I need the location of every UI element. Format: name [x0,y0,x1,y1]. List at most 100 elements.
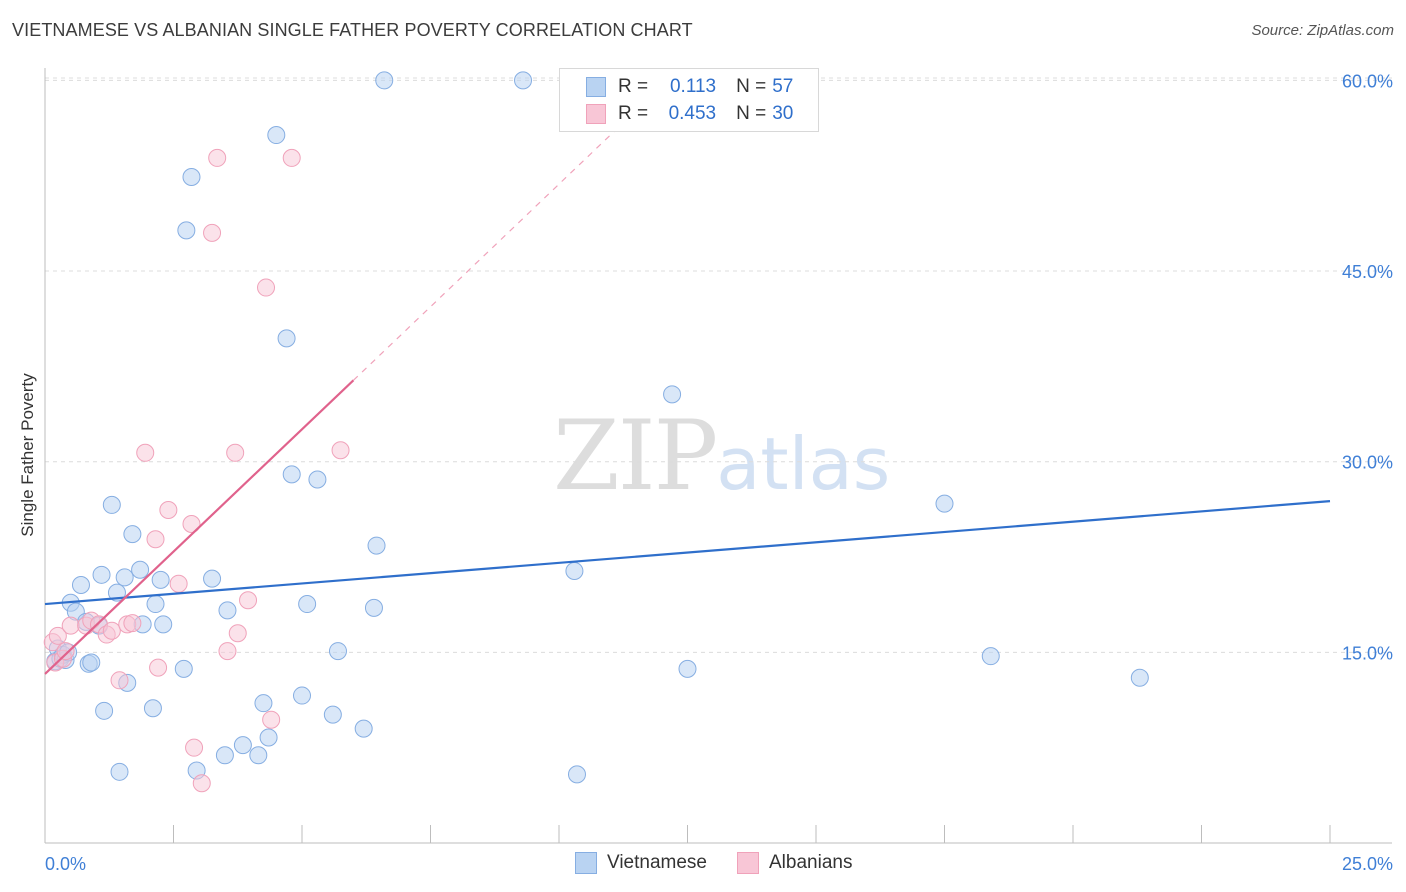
data-point-vietnamese [215,746,234,765]
watermark-atlas: atlas [716,422,891,506]
data-point-vietnamese [277,329,296,348]
data-point-vietnamese [131,560,150,579]
data-point-albanians [192,774,211,793]
data-point-albanians [282,148,301,167]
data-point-albanians [110,671,129,690]
data-point-vietnamese [1130,668,1149,687]
data-point-vietnamese [151,570,170,589]
data-point-vietnamese [203,569,222,588]
data-point-vietnamese [71,575,90,594]
data-point-vietnamese [177,221,196,240]
data-point-vietnamese [567,765,586,784]
data-point-albanians [123,614,142,633]
watermark-zip: ZIP [553,400,718,512]
trendline-albanians-extension [352,100,647,381]
data-point-albanians [56,642,75,661]
data-point-vietnamese [110,762,129,781]
trendline-albanians [44,379,355,675]
legend-swatch-albanians [586,104,606,124]
bottom-legend-vietnamese: Vietnamese [575,852,707,874]
data-point-vietnamese [82,653,101,672]
data-point-vietnamese [259,728,278,747]
data-point-vietnamese [218,601,237,620]
trendline-vietnamese [44,499,1331,606]
data-point-vietnamese [267,126,286,145]
y-tick-label: 60.0% [1342,71,1393,91]
data-point-albanians [136,443,155,462]
x-tick-label: 25.0% [1342,854,1393,874]
data-point-vietnamese [935,494,954,513]
data-point-albanians [208,148,227,167]
data-point-vietnamese [293,686,311,705]
bottom-legend-swatch-vietnamese [575,852,597,874]
data-point-vietnamese [154,615,173,634]
data-point-vietnamese [143,699,162,718]
legend-row-vietnamese: R = 0.113 N = 57 [586,75,793,99]
data-point-vietnamese [282,465,301,484]
data-point-albanians [218,642,237,661]
source-label: Source: ZipAtlas.com [1251,22,1394,39]
data-point-albanians [331,441,350,460]
data-point-vietnamese [981,647,1000,666]
legend-r-value: 0.113 [669,76,717,97]
data-point-albanians [257,278,276,297]
data-point-vietnamese [95,701,114,720]
data-point-albanians [159,500,178,519]
data-point-albanians [102,621,121,640]
data-point-vietnamese [328,642,347,661]
data-point-albanians [61,616,80,635]
data-point-vietnamese [249,746,268,765]
data-point-vietnamese [678,659,697,678]
data-point-albanians [226,443,245,462]
y-tick-label: 45.0% [1342,262,1393,282]
bottom-legend-albanians: Albanians [737,852,852,874]
bottom-legend-label: Albanians [769,852,853,873]
legend-n-label: N = [736,103,767,124]
data-point-vietnamese [92,565,111,584]
legend-r-label: R = [618,76,649,97]
data-point-vietnamese [375,71,394,90]
legend-r-label: R = [618,103,649,124]
data-point-vietnamese [364,598,383,617]
data-point-vietnamese [354,719,373,738]
x-tick-label: 0.0% [45,854,86,874]
data-point-vietnamese [174,659,193,678]
y-tick-label: 30.0% [1342,453,1393,473]
data-point-vietnamese [367,536,386,555]
legend-r-value: 0.453 [668,103,717,124]
data-point-albanians [239,591,258,610]
data-point-vietnamese [298,595,317,614]
data-point-vietnamese [115,568,134,587]
data-point-vietnamese [254,694,273,713]
data-point-vietnamese [323,705,342,724]
data-point-vietnamese [146,595,165,614]
data-point-vietnamese [233,736,252,755]
y-axis-label: Single Father Poverty [18,373,37,537]
bottom-legend-label: Vietnamese [607,852,707,873]
data-point-albanians [169,574,188,593]
data-point-albanians [146,530,165,549]
data-point-vietnamese [565,561,584,580]
data-point-vietnamese [182,167,201,186]
data-point-vietnamese [308,470,327,489]
legend-n-value: 57 [772,76,794,97]
data-point-vietnamese [663,385,682,404]
legend-box: R = 0.113 N = 57 R = 0.453 N = 30 [559,68,819,132]
data-point-vietnamese [514,71,533,90]
bottom-legend-swatch-albanians [737,852,759,874]
legend-row-albanians: R = 0.453 N = 30 [586,102,793,126]
data-point-albanians [203,223,222,242]
data-point-albanians [185,738,204,757]
legend-n-value: 30 [772,103,794,124]
bottom-legend: Vietnamese Albanians [575,852,882,874]
data-point-albanians [262,710,281,729]
data-point-vietnamese [123,525,142,544]
data-point-albanians [149,658,168,677]
data-point-albanians [228,624,247,643]
legend-swatch-vietnamese [586,77,606,97]
data-point-albanians [48,626,67,645]
watermark: ZIPatlas [553,400,890,512]
legend-n-label: N = [736,76,767,97]
chart-title: VIETNAMESE VS ALBANIAN SINGLE FATHER POV… [12,20,693,40]
